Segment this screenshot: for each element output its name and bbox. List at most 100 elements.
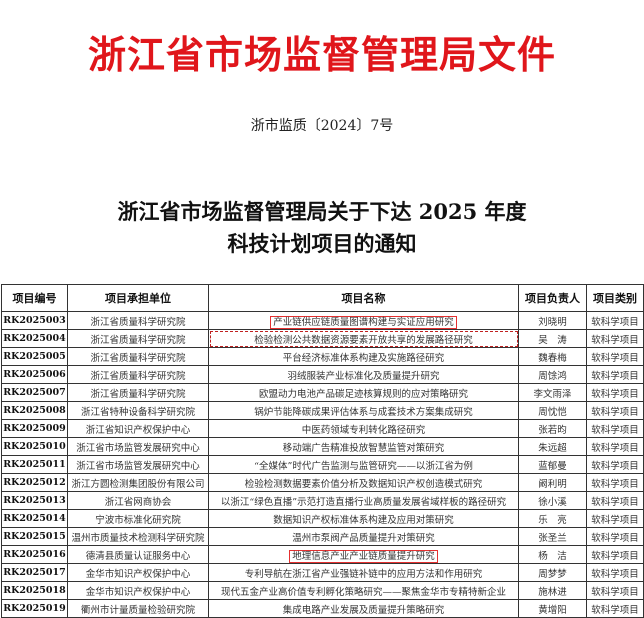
- project-table: 项目编号 项目承担单位 项目名称 项目负责人 项目类别 RK2025003 浙江省质量科学…: [1, 284, 644, 618]
- cell-category: 软科学项目: [586, 401, 644, 420]
- cell-name: 欧盟动力电池产品碳足迹核算规则的应对策略研究: [208, 383, 519, 402]
- cell-category: 软科学项目: [586, 365, 644, 384]
- highlighted-project-name: 产业链供应链质量图谱构建与实证应用研究: [270, 315, 457, 329]
- cell-category: 软科学项目: [586, 455, 644, 474]
- cell-category: 软科学项目: [586, 581, 644, 600]
- notice-heading-line1: 浙江省市场监督管理局关于下达 2025 年度: [117, 199, 527, 224]
- cell-leader: 周梦梦: [518, 563, 587, 582]
- table-row: RK2025011 浙江省市场监管发展研究中心 “全媒体”时代广告监测与监管研究——…: [1, 455, 644, 474]
- table-row: RK2025006 浙江省质量科学研究院 羽绒服装产业标准化及质量提升研究 周馀鸿 软科…: [1, 365, 644, 384]
- cell-leader: 张若昀: [518, 419, 587, 438]
- cell-name: 羽绒服装产业标准化及质量提升研究: [208, 365, 519, 384]
- cell-category: 软科学项目: [586, 329, 644, 348]
- cell-name: 地理信息产业产业链质量提升研究: [208, 545, 519, 564]
- table-row: RK2025012 浙江方圆检测集团股份有限公司 检验检测数据要素价值分析及数据知识…: [1, 473, 644, 492]
- cell-code: RK2025014: [1, 509, 68, 528]
- cell-name: 以浙江“绿色直播”示范打造直播行业高质量发展省域样板的路径研究: [208, 491, 519, 510]
- cell-code: RK2025016: [1, 545, 68, 564]
- cell-code: RK2025005: [1, 347, 68, 366]
- cell-category: 软科学项目: [586, 599, 644, 618]
- column-header-code: 项目编号: [1, 284, 68, 312]
- notice-heading-line2: 科技计划项目的通知: [227, 231, 417, 256]
- cell-leader: 黄增阳: [518, 599, 587, 618]
- cell-code: RK2025006: [1, 365, 68, 384]
- cell-leader: 周馀鸿: [518, 365, 587, 384]
- cell-unit: 德清县质量认证服务中心: [67, 545, 209, 564]
- cell-name: 数据知识产权标准体系构建及应用对策研究: [208, 509, 519, 528]
- cell-unit: 温州市质量技术检测科学研究院: [67, 527, 209, 546]
- cell-leader: 蓝郁曼: [518, 455, 587, 474]
- cell-code: RK2025018: [1, 581, 68, 600]
- cell-category: 软科学项目: [586, 491, 644, 510]
- cell-category: 软科学项目: [586, 383, 644, 402]
- cell-name: 集成电路产业发展及质量提升策略研究: [208, 599, 519, 618]
- cell-name: 锅炉节能降碳成果评估体系与成套技术方案集成研究: [208, 401, 519, 420]
- cell-code: RK2025004: [1, 329, 68, 348]
- table-header-row: 项目编号 项目承担单位 项目名称 项目负责人 项目类别: [1, 284, 644, 312]
- cell-code: RK2025017: [1, 563, 68, 582]
- cell-name: 检验检测数据要素价值分析及数据知识产权创造模式研究: [208, 473, 519, 492]
- cell-name: 温州市泵阀产品质量提升对策研究: [208, 527, 519, 546]
- table-row: RK2025004 浙江省质量科学研究院 检验检测公共数据资源要素开放共享的发展路径…: [1, 329, 644, 348]
- highlighted-project-name: 地理信息产业产业链质量提升研究: [289, 549, 438, 563]
- cell-category: 软科学项目: [586, 527, 644, 546]
- cell-unit: 浙江省质量科学研究院: [67, 329, 209, 348]
- cell-code: RK2025011: [1, 455, 68, 474]
- table-row: RK2025017 金华市知识产权保护中心 专利导航在浙江省产业强链补链中的应用方法…: [1, 563, 644, 582]
- table-row: RK2025018 金华市知识产权保护中心 现代五金产业高价值专利孵化策略研究——聚…: [1, 581, 644, 600]
- cell-leader: 徐小溪: [518, 491, 587, 510]
- cell-code: RK2025003: [1, 311, 68, 330]
- cell-name: 检验检测公共数据资源要素开放共享的发展路径研究: [208, 329, 519, 348]
- cell-unit: 浙江省网商协会: [67, 491, 209, 510]
- cell-unit: 浙江省质量科学研究院: [67, 347, 209, 366]
- cell-code: RK2025019: [1, 599, 68, 618]
- table-row: RK2025014 宁波市标准化研究院 数据知识产权标准体系构建及应用对策研究乐 亮…: [1, 509, 644, 528]
- cell-unit: 浙江省质量科学研究院: [67, 383, 209, 402]
- cell-name: 产业链供应链质量图谱构建与实证应用研究: [208, 311, 519, 330]
- cell-unit: 衢州市计量质量检验研究院: [67, 599, 209, 618]
- column-header-name: 项目名称: [208, 284, 519, 312]
- cell-unit: 浙江方圆检测集团股份有限公司: [67, 473, 209, 492]
- cell-unit: 浙江省知识产权保护中心: [67, 419, 209, 438]
- cell-unit: 金华市知识产权保护中心: [67, 563, 209, 582]
- cell-category: 软科学项目: [586, 311, 644, 330]
- cell-leader: 施林进: [518, 581, 587, 600]
- document-number: 浙市监质〔2024〕7号: [250, 118, 394, 134]
- table-row: RK2025010 浙江省市场监管发展研究中心 移动端广告精准投放智慧监管对策研究朱…: [1, 437, 644, 456]
- cell-unit: 宁波市标准化研究院: [67, 509, 209, 528]
- cell-category: 软科学项目: [586, 437, 644, 456]
- cell-name: 移动端广告精准投放智慧监管对策研究: [208, 437, 519, 456]
- cell-name: “全媒体”时代广告监测与监管研究——以浙江省为例: [208, 455, 519, 474]
- table-row: RK2025013 浙江省网商协会 以浙江“绿色直播”示范打造直播行业高质量发展省域…: [1, 491, 644, 510]
- cell-unit: 浙江省市场监管发展研究中心: [67, 455, 209, 474]
- cell-leader: 吴 涛: [518, 329, 587, 348]
- cell-leader: 乐 亮: [518, 509, 587, 528]
- cell-leader: 李文雨泽: [518, 383, 587, 402]
- cell-leader: 周忱恺: [518, 401, 587, 420]
- cell-unit: 浙江省质量科学研究院: [67, 365, 209, 384]
- cell-leader: 魏春梅: [518, 347, 587, 366]
- cell-name: 专利导航在浙江省产业强链补链中的应用方法和作用研究: [208, 563, 519, 582]
- cell-leader: 杨 洁: [518, 545, 587, 564]
- cell-unit: 浙江省市场监管发展研究中心: [67, 437, 209, 456]
- cell-code: RK2025009: [1, 419, 68, 438]
- table-row: RK2025008 浙江省特种设备科学研究院 锅炉节能降碳成果评估体系与成套技术方案…: [1, 401, 644, 420]
- cell-category: 软科学项目: [586, 509, 644, 528]
- column-header-leader: 项目负责人: [518, 284, 587, 312]
- cell-unit: 金华市知识产权保护中心: [67, 581, 209, 600]
- cell-leader: 朱远超: [518, 437, 587, 456]
- document-title: 浙江省市场监督管理局文件: [87, 33, 556, 77]
- cell-category: 软科学项目: [586, 563, 644, 582]
- table-row: RK2025019 衢州市计量质量检验研究院 集成电路产业发展及质量提升策略研究 黄增…: [1, 599, 644, 618]
- cell-name: 现代五金产业高价值专利孵化策略研究——聚焦金华市专精特新企业: [208, 581, 519, 600]
- cell-code: RK2025015: [1, 527, 68, 546]
- cell-category: 软科学项目: [586, 473, 644, 492]
- cell-name: 平台经济标准体系构建及实施路径研究: [208, 347, 519, 366]
- cell-code: RK2025012: [1, 473, 68, 492]
- table-row: RK2025003 浙江省质量科学研究院 产业链供应链质量图谱构建与实证应用研究 刘晓…: [1, 311, 644, 330]
- column-header-unit: 项目承担单位: [67, 284, 209, 312]
- cell-category: 软科学项目: [586, 545, 644, 564]
- column-header-category: 项目类别: [586, 284, 644, 312]
- cell-leader: 阚利明: [518, 473, 587, 492]
- table-row: RK2025009 浙江省知识产权保护中心 中医药领域专利转化路径研究 张若昀 软科学项…: [1, 419, 644, 438]
